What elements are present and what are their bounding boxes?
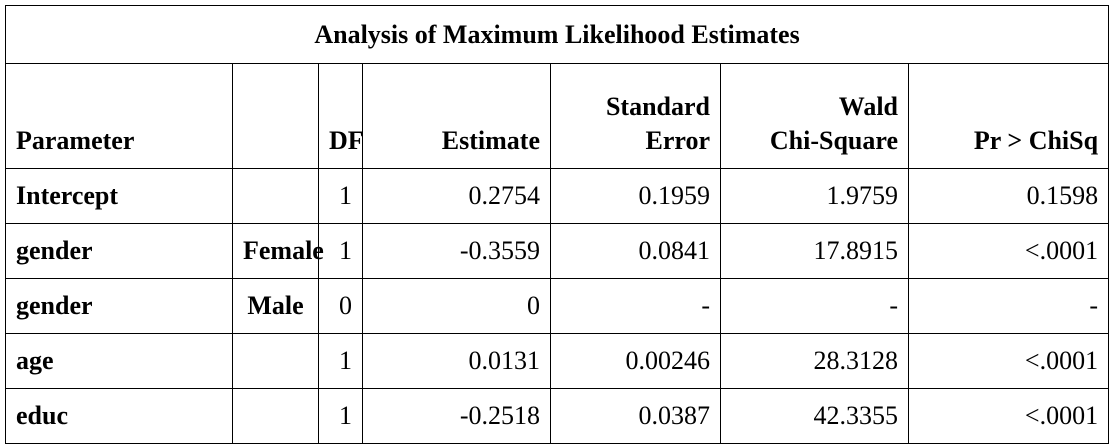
- column-header: [232, 63, 319, 169]
- df-cell: 1: [318, 223, 363, 279]
- header-text: Estimate: [441, 126, 540, 155]
- std-error-cell: 0.0841: [550, 223, 721, 279]
- header-text: Parameter: [16, 126, 135, 155]
- header-text: Standard: [605, 92, 710, 121]
- header-text: Pr > ChiSq: [973, 126, 1099, 155]
- p-value-cell: -: [907, 278, 1110, 334]
- data-row: Intercept 1 0.2754 0.1959 1.9759 0.1598: [5, 168, 1110, 224]
- title-row: Analysis of Maximum Likelihood Estimates: [4, 5, 1110, 64]
- header-text: Chi-Square: [769, 126, 898, 155]
- std-error-cell: -: [550, 278, 721, 334]
- column-header: Parameter: [5, 63, 233, 169]
- parameter-cell: gender: [5, 278, 233, 334]
- chi-square-cell: 42.3355: [720, 388, 909, 444]
- data-row: gender Male 0 0- - -: [5, 278, 1110, 334]
- p-value-cell: 0.1598: [907, 168, 1110, 224]
- data-row: gender Female 1 -0.3559 0.0841 17.8915 <.0001: [5, 223, 1110, 279]
- table-body: Intercept 1 0.2754 0.1959 1.9759 0.1598 gender…: [5, 168, 1110, 444]
- column-header: Estimate: [362, 63, 551, 169]
- parameter-cell: educ: [5, 388, 233, 444]
- estimate-cell: -0.2518: [362, 388, 551, 444]
- column-header: Wald Chi-Square: [720, 63, 909, 169]
- df-cell: 1: [318, 388, 363, 444]
- parameter-cell: Intercept: [5, 168, 233, 224]
- estimate-cell: 0.2754: [362, 168, 551, 224]
- df-cell: 1: [318, 333, 363, 389]
- chi-square-cell: 17.8915: [720, 223, 909, 279]
- p-value-cell: <.0001: [907, 388, 1110, 444]
- p-value-cell: <.0001: [907, 333, 1110, 389]
- parameter-cell: age: [5, 333, 233, 389]
- estimate-cell: -0.3559: [362, 223, 551, 279]
- chi-square-cell: 1.9759: [720, 168, 909, 224]
- estimates-table: Analysis of Maximum Likelihood Estimates…: [4, 5, 1110, 444]
- df-cell: 0: [318, 278, 363, 334]
- column-header: Standard Error: [550, 63, 721, 169]
- chi-square-cell: -: [720, 278, 909, 334]
- column-header: Pr > ChiSq: [907, 63, 1110, 169]
- header-text: Error: [645, 126, 711, 155]
- parameter-cell: gender: [5, 223, 233, 279]
- data-row: age 1 0.0131 0.00246 28.3128 <.0001: [5, 333, 1110, 389]
- table-title: Analysis of Maximum Likelihood Estimates: [4, 5, 1110, 64]
- level-cell: Female: [232, 223, 324, 279]
- column-header: DF: [318, 63, 364, 169]
- level-cell: [232, 333, 319, 389]
- df-cell: 1: [318, 168, 363, 224]
- p-value-cell: <.0001: [907, 223, 1110, 279]
- estimate-cell: 0.0131: [362, 333, 551, 389]
- chi-square-cell: 28.3128: [720, 333, 909, 389]
- header-text: Wald: [838, 92, 898, 121]
- std-error-cell: 0.00246: [550, 333, 721, 389]
- header-row: Parameter DF Estimate Standard Error Wald Chi-…: [5, 63, 1110, 169]
- header-text: DF: [329, 126, 364, 155]
- std-error-cell: 0.0387: [550, 388, 721, 444]
- level-cell: [232, 168, 319, 224]
- level-cell: Male: [232, 278, 319, 334]
- estimate-cell: 0: [362, 278, 551, 334]
- data-row: educ 1 -0.2518 0.0387 42.3355 <.0001: [5, 388, 1110, 444]
- level-cell: [232, 388, 319, 444]
- std-error-cell: 0.1959: [550, 168, 721, 224]
